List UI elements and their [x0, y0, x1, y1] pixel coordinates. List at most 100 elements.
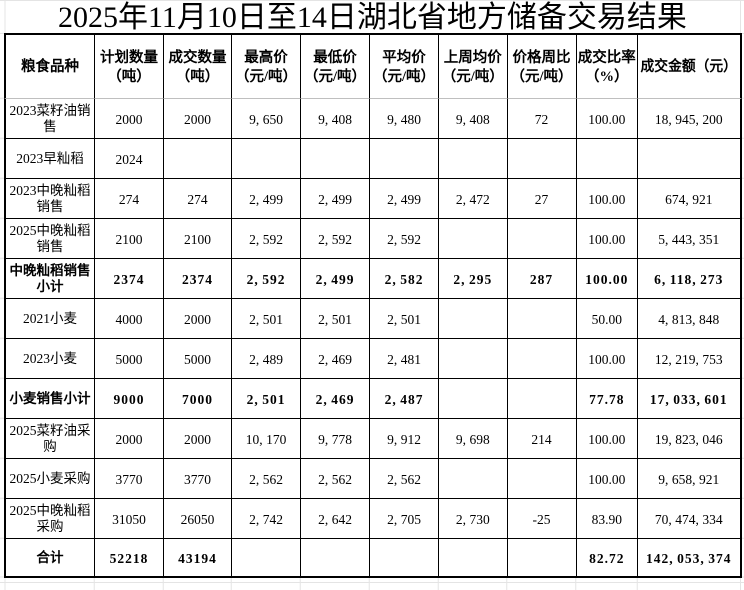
header-label-plan-qty: 计划数量（吨）: [100, 50, 158, 85]
cell-deal-amount: 17, 033, 601: [638, 379, 742, 419]
cell-deal-ratio: 100.00: [576, 339, 638, 379]
table-row: 2025小麦采购 3770 3770 2, 562 2, 562 2, 562 100…: [4, 459, 742, 499]
cell-deal-qty: 43194: [164, 539, 232, 578]
cell-max-price: 2, 592: [232, 219, 301, 259]
header-label-deal-amount: 成交金额（元）: [640, 59, 737, 76]
header-cell-price-wow: 价格周比（元/吨）: [507, 33, 577, 99]
cell-lastweek-avg-price: [439, 539, 508, 578]
cell-min-price: 2, 499: [301, 259, 370, 299]
cell-lastweek-avg-price: 9, 698: [439, 419, 508, 459]
cell-avg-price: 2, 592: [370, 219, 439, 259]
cell-avg-price: 9, 480: [370, 99, 439, 139]
cell-max-price: [232, 139, 301, 179]
cell-deal-qty: 3770: [164, 459, 232, 499]
cell-min-price: [301, 139, 370, 179]
cell-min-price: [301, 539, 370, 578]
header-label-variety: 粮食品种: [21, 59, 79, 76]
cell-lastweek-avg-price: [439, 459, 508, 499]
cell-min-price: 2, 499: [301, 179, 370, 219]
cell-price-wow: -25: [507, 499, 577, 539]
cell-lastweek-avg-price: [439, 219, 508, 259]
cell-plan-qty: 4000: [95, 299, 164, 339]
header-cell-deal-ratio: 成交比率（%）: [576, 33, 638, 99]
trade-results-table: 粮食品种 计划数量（吨） 成交数量（吨） 最高价（元/吨） 最低价（元/吨） 平…: [4, 33, 742, 578]
cell-avg-price: 2, 481: [370, 339, 439, 379]
cell-plan-qty: 2000: [95, 419, 164, 459]
cell-plan-qty: 3770: [95, 459, 164, 499]
table-row: 2025菜籽油采购 2000 2000 10, 170 9, 778 9, 912 9…: [4, 419, 742, 459]
header-cell-variety: 粮食品种: [4, 33, 95, 99]
header-cell-plan-qty: 计划数量（吨）: [95, 33, 164, 99]
cell-price-wow: [507, 299, 577, 339]
cell-deal-ratio: 100.00: [576, 259, 638, 299]
cell-max-price: 2, 501: [232, 379, 301, 419]
row-label: 合计: [4, 539, 95, 578]
cell-price-wow: [507, 339, 577, 379]
row-label: 2025中晚籼稻采购: [4, 499, 95, 539]
cell-lastweek-avg-price: [439, 139, 508, 179]
cell-deal-amount: 674, 921: [638, 179, 742, 219]
cell-price-wow: [507, 379, 577, 419]
row-label: 2025小麦采购: [4, 459, 95, 499]
row-label: 2023中晚籼稻销售: [4, 179, 95, 219]
row-label: 2025菜籽油采购: [4, 419, 95, 459]
cell-plan-qty: 9000: [95, 379, 164, 419]
header-label-lastweek-avg-price: 上周均价（元/吨）: [441, 50, 504, 85]
cell-deal-qty: 2000: [164, 419, 232, 459]
row-label: 2023早籼稻: [4, 139, 95, 179]
header-label-price-wow: 价格周比（元/吨）: [510, 50, 573, 85]
cell-deal-amount: 19, 823, 046: [638, 419, 742, 459]
cell-min-price: 2, 562: [301, 459, 370, 499]
cell-avg-price: 2, 582: [370, 259, 439, 299]
cell-deal-ratio: 82.72: [576, 539, 638, 578]
cell-deal-ratio: 50.00: [576, 299, 638, 339]
cell-lastweek-avg-price: 9, 408: [439, 99, 508, 139]
cell-plan-qty: 2100: [95, 219, 164, 259]
cell-price-wow: [507, 459, 577, 499]
cell-plan-qty: 52218: [95, 539, 164, 578]
table-row: 2025中晚籼稻采购 31050 26050 2, 742 2, 642 2, 705…: [4, 499, 742, 539]
cell-deal-ratio: 100.00: [576, 419, 638, 459]
cell-avg-price: 2, 501: [370, 299, 439, 339]
row-label: 2023小麦: [4, 339, 95, 379]
cell-deal-qty: 274: [164, 179, 232, 219]
cell-min-price: 2, 642: [301, 499, 370, 539]
cell-plan-qty: 31050: [95, 499, 164, 539]
cell-max-price: 2, 742: [232, 499, 301, 539]
cell-deal-ratio: [576, 139, 638, 179]
cell-price-wow: 72: [507, 99, 577, 139]
table-row: 2023小麦 5000 5000 2, 489 2, 469 2, 481 100.0…: [4, 339, 742, 379]
table-row: 2023菜籽油销售 2000 2000 9, 650 9, 408 9, 480 9,…: [4, 99, 742, 139]
table-header: 粮食品种 计划数量（吨） 成交数量（吨） 最高价（元/吨） 最低价（元/吨） 平…: [4, 33, 742, 99]
header-cell-max-price: 最高价（元/吨）: [232, 33, 301, 99]
cell-deal-ratio: 100.00: [576, 99, 638, 139]
table-row: 2023中晚籼稻销售 274 274 2, 499 2, 499 2, 499 2, 4…: [4, 179, 742, 219]
cell-deal-qty: 5000: [164, 339, 232, 379]
cell-deal-ratio: 100.00: [576, 219, 638, 259]
cell-deal-qty: 2000: [164, 99, 232, 139]
cell-max-price: 2, 562: [232, 459, 301, 499]
cell-deal-qty: 2374: [164, 259, 232, 299]
cell-deal-amount: 5, 443, 351: [638, 219, 742, 259]
header-label-deal-ratio: 成交比率（%）: [577, 50, 636, 85]
cell-plan-qty: 274: [95, 179, 164, 219]
cell-lastweek-avg-price: 2, 472: [439, 179, 508, 219]
cell-deal-qty: 2100: [164, 219, 232, 259]
cell-plan-qty: 2024: [95, 139, 164, 179]
header-cell-deal-amount: 成交金额（元）: [638, 33, 742, 99]
row-label: 小麦销售小计: [4, 379, 95, 419]
row-label: 2025中晚籼稻销售: [4, 219, 95, 259]
cell-deal-qty: 2000: [164, 299, 232, 339]
cell-price-wow: [507, 139, 577, 179]
cell-lastweek-avg-price: [439, 299, 508, 339]
cell-avg-price: [370, 539, 439, 578]
cell-min-price: 9, 408: [301, 99, 370, 139]
cell-price-wow: 27: [507, 179, 577, 219]
cell-price-wow: [507, 539, 577, 578]
header-label-avg-price: 平均价（元/吨）: [372, 50, 436, 85]
table-row: 合计 52218 43194 82.72 142, 053, 374: [4, 539, 742, 578]
cell-price-wow: 287: [507, 259, 577, 299]
cell-deal-amount: 18, 945, 200: [638, 99, 742, 139]
cell-min-price: 2, 592: [301, 219, 370, 259]
